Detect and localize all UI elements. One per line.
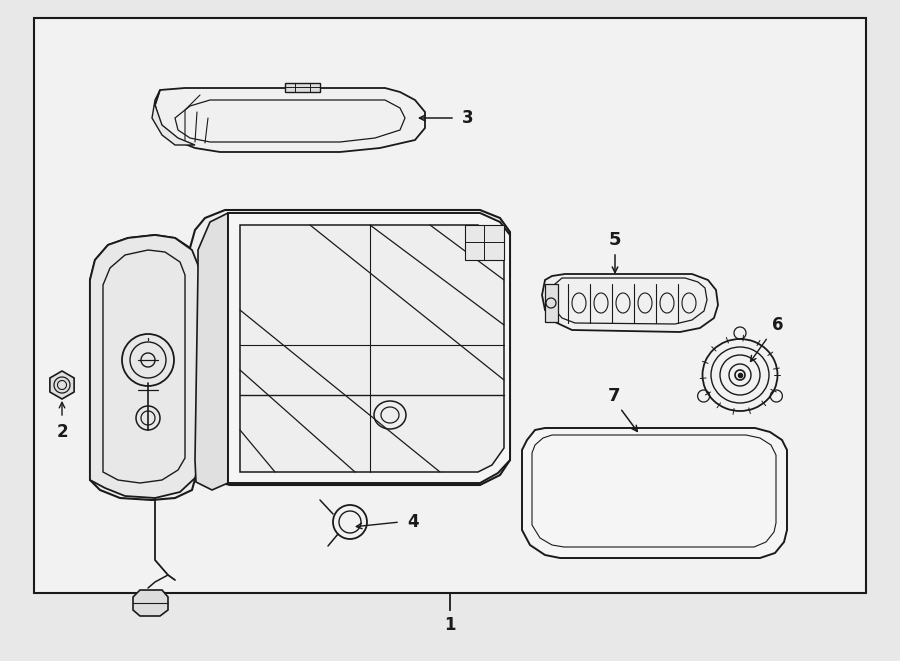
Polygon shape <box>195 213 228 490</box>
Text: 6: 6 <box>772 316 784 334</box>
Text: 1: 1 <box>445 616 455 634</box>
Polygon shape <box>228 213 510 483</box>
Bar <box>34 18 866 593</box>
Polygon shape <box>90 235 200 498</box>
Text: 2: 2 <box>56 423 68 441</box>
Polygon shape <box>155 88 425 152</box>
Text: 7: 7 <box>608 387 620 405</box>
Text: 4: 4 <box>407 513 418 531</box>
Polygon shape <box>240 225 504 472</box>
Polygon shape <box>545 284 558 322</box>
Text: 5: 5 <box>608 231 621 249</box>
Text: 3: 3 <box>463 109 473 127</box>
Polygon shape <box>465 225 504 260</box>
Polygon shape <box>90 210 510 500</box>
Polygon shape <box>285 83 320 92</box>
Polygon shape <box>522 428 787 558</box>
Polygon shape <box>133 590 168 616</box>
Polygon shape <box>542 274 718 332</box>
Polygon shape <box>152 90 195 145</box>
Polygon shape <box>50 371 74 399</box>
